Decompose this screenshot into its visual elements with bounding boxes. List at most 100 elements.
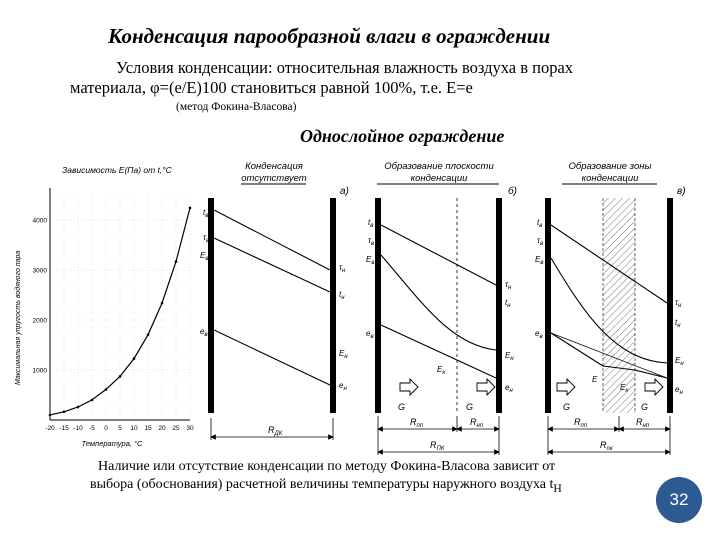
diagram-b-dim1-label: Rпп xyxy=(410,417,424,429)
diagram-a-letter: а) xyxy=(340,186,349,197)
chart-xlabel: Температура, °C xyxy=(82,439,144,448)
diagram-c-flow-arrow-2 xyxy=(644,377,664,397)
diagram-a: Конденсация отсутствует а) tв τв Eв eв τ… xyxy=(200,161,349,440)
condition-text: Условия конденсации: относительная влажн… xyxy=(70,58,710,98)
diagram-c-label-Ek: Eк xyxy=(620,383,629,394)
diagram-c-label-G2: G xyxy=(641,402,648,412)
diagram-c-label-G1: G xyxy=(563,402,570,412)
chart-point-5 xyxy=(118,375,122,378)
diagram-a-caption-2: отсутствует xyxy=(241,173,307,184)
chart-title: Зависимость E(Па) от t,°C xyxy=(62,165,173,175)
chart-y-tick-2: 3000 xyxy=(33,268,48,275)
chart-point-2 xyxy=(76,405,80,409)
diagram-b-label-tauv: τв xyxy=(368,236,374,247)
chart-y-ticks: 1000 2000 3000 4000 xyxy=(33,218,48,375)
chart-x-ticks: -20 -15 -10 -5 0 5 10 15 20 25 30 xyxy=(45,425,194,432)
diagram-b-label-tn: tн xyxy=(505,298,511,309)
diagram-b: Образование плоскости конденсации б) tв … xyxy=(366,161,517,455)
chart-series xyxy=(48,206,192,417)
diagram-c-label-Ev: Eв xyxy=(535,255,543,266)
vapor-pressure-chart: Зависимость E(Па) от t,°C Максимальная у… xyxy=(14,165,194,448)
diagram-c-label-en: eн xyxy=(675,385,683,396)
diagram-b-label-En: Eн xyxy=(505,351,514,362)
diagram-c-dim2-label: Rнп xyxy=(636,417,650,429)
diagram-c-wall-right xyxy=(667,198,673,413)
diagram-a-e-line xyxy=(213,329,331,386)
page-number-badge: 32 xyxy=(656,477,702,523)
diagram-c-label-tn: tн xyxy=(675,318,681,329)
diagram-c-e-line-2 xyxy=(602,365,636,371)
diagram-a-label-Ev: Eв xyxy=(200,251,208,262)
diagram-c-label-tv: tв xyxy=(537,218,542,229)
chart-x-tick-1: -15 xyxy=(59,425,69,432)
diagram-a-caption-1: Конденсация xyxy=(245,161,303,172)
footer-line-1: Наличие или отсутствие конденсации по ме… xyxy=(98,459,556,474)
diagram-b-label-G1: G xyxy=(398,402,405,412)
diagram-c: Образование зоны конденсации в) tв τв Eв… xyxy=(535,161,686,455)
diagram-c-e-line-3 xyxy=(634,369,668,379)
diagram-b-e-line-1 xyxy=(380,324,458,361)
diagram-a-t-line xyxy=(213,209,331,271)
chart-point-3 xyxy=(90,398,94,402)
diagram-c-label-taun: τн xyxy=(675,298,682,309)
chart-x-tick-0: -20 xyxy=(45,425,55,432)
diagram-c-e-line-dashed xyxy=(550,332,668,379)
chart-x-tick-5: 5 xyxy=(118,425,122,432)
chart-point-7 xyxy=(146,333,150,337)
chart-point-1 xyxy=(62,410,66,414)
diagram-b-caption-2: конденсации xyxy=(411,173,469,184)
diagram-b-label-en: eн xyxy=(505,383,513,394)
diagram-b-flow-arrow-2 xyxy=(476,377,496,397)
chart-point-10 xyxy=(188,206,192,210)
chart-point-0 xyxy=(48,413,52,417)
chart-x-tick-10: 30 xyxy=(186,425,194,432)
diagram-c-t-line xyxy=(550,224,668,304)
method-note: (метод Фокина-Власова) xyxy=(176,101,297,113)
diagram-a-label-En: Eн xyxy=(339,349,348,360)
chart-x-tick-9: 25 xyxy=(172,425,180,432)
chart-x-tick-7: 15 xyxy=(144,425,152,432)
diagram-b-label-tv: tв xyxy=(368,218,373,229)
diagram-c-caption-2: конденсации xyxy=(582,173,640,184)
footer-line-2: выбора (обоснования) расчетной величины … xyxy=(90,477,562,495)
chart-ylabel: Максимальная упругость водяного пара xyxy=(14,251,22,385)
diagram-b-label-ev: eв xyxy=(366,329,374,340)
diagram-b-label-G2: G xyxy=(466,402,473,412)
diagram-b-wall-left xyxy=(375,198,381,413)
chart-point-6 xyxy=(132,357,136,360)
diagram-a-label-tn: tн xyxy=(339,290,345,301)
diagram-c-e-line-1 xyxy=(550,332,604,367)
diagram-c-label-E: E xyxy=(592,375,598,384)
section-subtitle: Однослойное ограждение xyxy=(300,126,505,146)
diagram-c-label-En: Eн xyxy=(675,356,684,367)
condition-line-1: Условия конденсации: относительная влажн… xyxy=(116,58,574,77)
diagram-a-wall-left xyxy=(208,198,214,413)
condition-line-2: материала, φ=(е/Е)100 становиться равной… xyxy=(70,78,473,97)
diagram-a-e-max-line xyxy=(213,237,331,293)
chart-x-tick-2: -10 xyxy=(73,425,83,432)
diagram-b-e-line-2 xyxy=(456,359,497,379)
footer-text: Наличие или отсутствие конденсации по ме… xyxy=(90,458,650,498)
diagram-a-dim-label: RДК xyxy=(268,425,283,437)
chart-series-line-0 xyxy=(49,207,191,416)
diagram-b-flow-arrow-1 xyxy=(399,377,419,397)
diagram-a-label-tv: tв xyxy=(203,208,208,219)
chart-point-4 xyxy=(104,388,108,391)
diagram-b-dim-total-label: RПК xyxy=(430,440,445,452)
diagram-a-label-ev: eв xyxy=(200,327,208,338)
diagram-c-letter: в) xyxy=(677,186,686,197)
diagram-b-label-taun: τн xyxy=(505,280,512,291)
diagram-c-e-max-curve xyxy=(550,257,668,364)
diagram-c-label-tauv: τв xyxy=(537,236,543,247)
chart-point-9 xyxy=(174,260,178,263)
chart-y-tick-1: 2000 xyxy=(33,318,48,325)
chart-point-8 xyxy=(160,301,164,305)
diagram-c-dim1-label: Rпп xyxy=(574,417,588,429)
diagram-b-wall-right xyxy=(496,198,502,413)
chart-x-tick-6: 10 xyxy=(130,425,138,432)
diagram-c-dim-total-label: Rок xyxy=(600,440,614,452)
diagram-a-label-en: eн xyxy=(339,381,347,392)
diagram-b-label-Ev: Eв xyxy=(366,255,374,266)
footer-subscript: Н xyxy=(553,481,562,495)
